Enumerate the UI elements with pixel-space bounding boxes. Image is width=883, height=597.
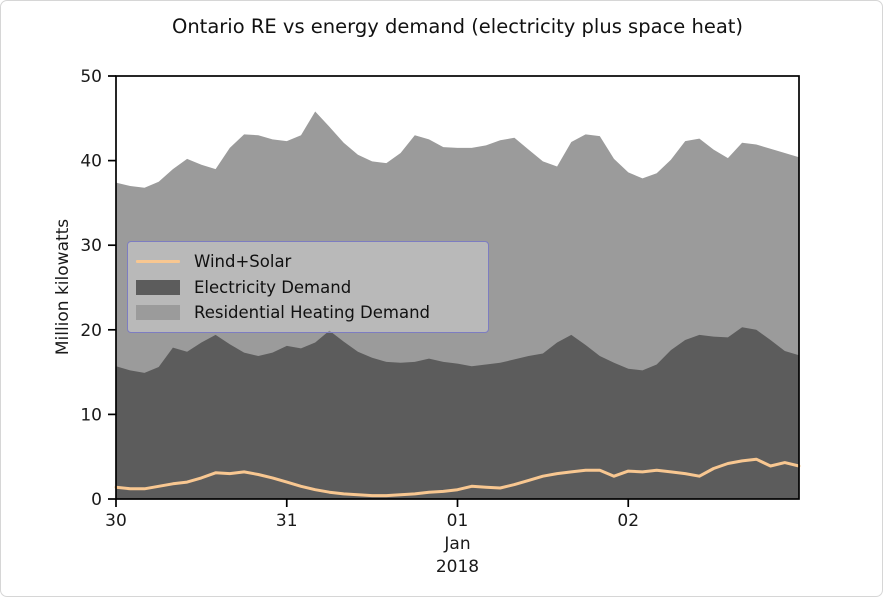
x-axis-year-label: 2018 [435, 557, 480, 577]
x-tick-label: 30 [105, 511, 127, 531]
x-tick-label: 02 [617, 511, 639, 531]
wind-solar-line-swatch [136, 259, 180, 263]
y-tick-label: 20 [80, 321, 102, 341]
wind-solar-line [114, 457, 801, 498]
legend-label-wind-solar: Wind+Solar [194, 251, 292, 271]
x-axis-month-label: Jan [444, 534, 471, 554]
stacked-area-electricity [116, 327, 799, 499]
chart-title: Ontario RE vs energy demand (electricity… [171, 15, 744, 38]
legend-label-heating: Residential Heating Demand [194, 303, 431, 323]
x-tick-label: 01 [447, 511, 469, 531]
y-tick-label: 10 [80, 405, 102, 425]
heating-patch-swatch [136, 305, 180, 321]
y-axis-label: Million kilowatts [53, 218, 73, 356]
y-tick-label: 30 [80, 236, 102, 256]
legend-patch-swatch-wrap [136, 279, 180, 295]
legend-line-swatch-wrap [136, 259, 180, 263]
legend-patch-swatch-wrap [136, 305, 180, 321]
electricity-patch-swatch [136, 279, 180, 295]
legend-item-electricity: Electricity Demand [136, 278, 478, 297]
legend: Wind+Solar Electricity Demand Residentia… [127, 241, 489, 333]
legend-item-heating: Residential Heating Demand [136, 303, 478, 322]
y-tick-label: 50 [80, 67, 102, 87]
y-tick-label: 40 [80, 152, 102, 172]
y-tick-label: 0 [91, 490, 102, 510]
legend-label-electricity: Electricity Demand [194, 277, 352, 297]
x-tick-label: 31 [276, 511, 298, 531]
legend-item-wind-solar: Wind+Solar [136, 252, 478, 271]
